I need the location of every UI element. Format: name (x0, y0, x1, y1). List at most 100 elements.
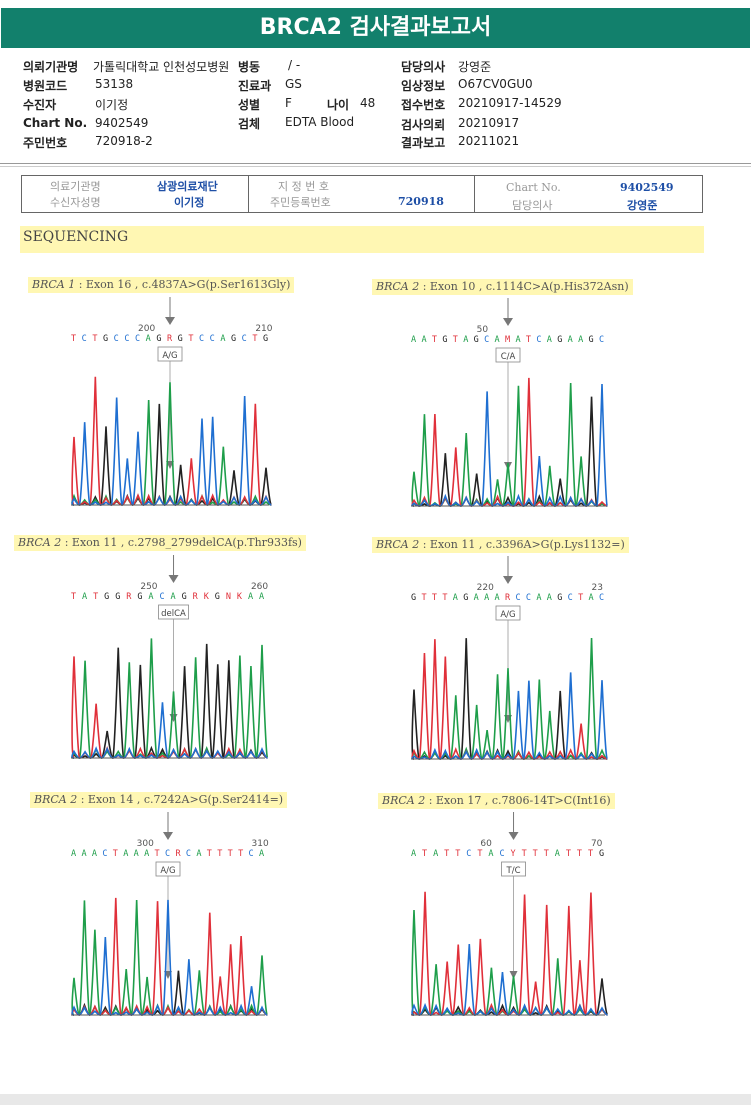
base-letter: A (134, 849, 139, 859)
position-number: 23 (592, 583, 603, 593)
position-number: 70 (591, 839, 603, 849)
base-letter: T (252, 334, 257, 344)
header-value: O67CV0GU0 (458, 77, 533, 91)
base-letter: C (526, 593, 531, 603)
header-value: 20210917 (458, 116, 520, 130)
header-label: 검사의뢰 (401, 118, 446, 132)
header-label: 검체 (238, 117, 261, 131)
header-value: 720918-2 (95, 134, 153, 148)
section-title: SEQUENCING (20, 226, 704, 253)
base-letter: A (547, 593, 552, 603)
base-letter: R (167, 334, 173, 344)
gene-name: BRCA 2 (376, 280, 420, 293)
chromatogram: 50A A T G T A G C A M A T C A G A A G CC/A (411, 298, 609, 507)
base-letter: G (182, 592, 187, 602)
position-number: 310 (252, 839, 269, 849)
base-letter: C (199, 334, 204, 344)
trace-c (411, 672, 609, 760)
arrow-icon (508, 832, 519, 840)
base-letter: R (175, 849, 181, 859)
base-letter: T (588, 849, 593, 859)
base-letter: T (577, 849, 582, 859)
stamp-value: 720918 (398, 195, 444, 208)
base-letter: G (103, 334, 108, 344)
arrow-icon (169, 714, 178, 722)
base-letter: T (432, 593, 437, 603)
base-letter: G (442, 335, 447, 345)
base-letter: A (171, 592, 176, 602)
base-letter: Y (511, 849, 516, 859)
variant-detail: : Exon 17 , c.7806-14T>C(Int16) (425, 794, 611, 807)
base-letter: A (259, 592, 264, 602)
base-letter: T (544, 849, 549, 859)
position-number: 210 (255, 324, 272, 334)
base-letter: T (238, 849, 243, 859)
header-label: 담당의사 (401, 60, 446, 74)
position-number: 220 (477, 583, 494, 593)
variant-detail: : Exon 14 , c.7242A>G(p.Ser2414=) (77, 793, 284, 806)
header-value: / - (288, 58, 301, 72)
base-letter: G (215, 592, 220, 602)
gene-name: BRCA 2 (376, 538, 420, 551)
base-letter: C (165, 849, 170, 859)
base-letter: A (568, 335, 573, 345)
base-letter: T (455, 849, 460, 859)
genotype-label: C/A (501, 352, 516, 362)
position-number: 300 (137, 839, 154, 849)
base-letter: N (226, 592, 231, 602)
base-letter: A (411, 849, 416, 859)
header-label: 성별 (238, 98, 261, 112)
variant-detail: : Exon 11 , c.3396A>G(p.Lys1132=) (419, 538, 625, 551)
stamp-label: Chart No. (506, 181, 561, 194)
base-letter: G (156, 334, 161, 344)
header-label: 접수번호 (401, 98, 446, 112)
base-letter: C (599, 593, 604, 603)
base-letter: A (463, 335, 468, 345)
header-label: 주민번호 (23, 136, 68, 150)
base-letter: T (444, 849, 449, 859)
position-number: 60 (480, 839, 492, 849)
base-letter: A (433, 849, 438, 859)
variant-detail: : Exon 11 , c.2798_2799delCA(p.Thr933fs) (61, 536, 302, 549)
base-letter: C (124, 334, 129, 344)
base-letter: C (82, 334, 87, 344)
header-label: 병원코드 (23, 79, 68, 93)
stamp-label: 의료기관명 (50, 180, 101, 193)
base-letter: A (495, 335, 500, 345)
page-footer (0, 1094, 751, 1105)
base-letter: T (422, 849, 427, 859)
variant-caption: BRCA 2 : Exon 14 , c.7242A>G(p.Ser2414=) (30, 792, 288, 808)
position-number: 260 (251, 582, 268, 592)
base-letter: T (453, 335, 458, 345)
base-letter: T (113, 849, 118, 859)
base-letter: C (568, 593, 573, 603)
trace-a (71, 638, 269, 759)
divider (248, 176, 249, 212)
base-letter: C (186, 849, 191, 859)
header-value: 가톨릭대학교 인천성모병원 (93, 60, 230, 74)
base-letter: R (193, 592, 199, 602)
header-label: 임상정보 (401, 79, 446, 93)
stamp-label: 수신자성명 (50, 196, 101, 209)
base-letter: A (589, 593, 594, 603)
header-value: 48 (360, 96, 376, 110)
arrow-icon (509, 971, 518, 979)
base-letter: A (81, 849, 86, 859)
position-number: 50 (477, 325, 489, 335)
stamp-label: 지 정 번 호 (278, 180, 329, 193)
base-letter: C (466, 849, 471, 859)
base-letter: G (411, 593, 416, 603)
genotype-label: delCA (161, 609, 186, 619)
header-value: 20211021 (458, 134, 520, 148)
header-value: 9402549 (95, 116, 149, 130)
header-value: 이기정 (95, 98, 129, 112)
base-letter: A (82, 592, 87, 602)
header-label: 병동 (238, 60, 261, 74)
base-letter: A (71, 849, 76, 859)
base-letter: G (231, 334, 236, 344)
base-letter: A (578, 335, 583, 345)
base-letter: T (526, 335, 531, 345)
base-letter: T (71, 592, 76, 602)
stamp-value: 삼광의료재단 (157, 180, 218, 193)
base-letter: C (135, 334, 140, 344)
